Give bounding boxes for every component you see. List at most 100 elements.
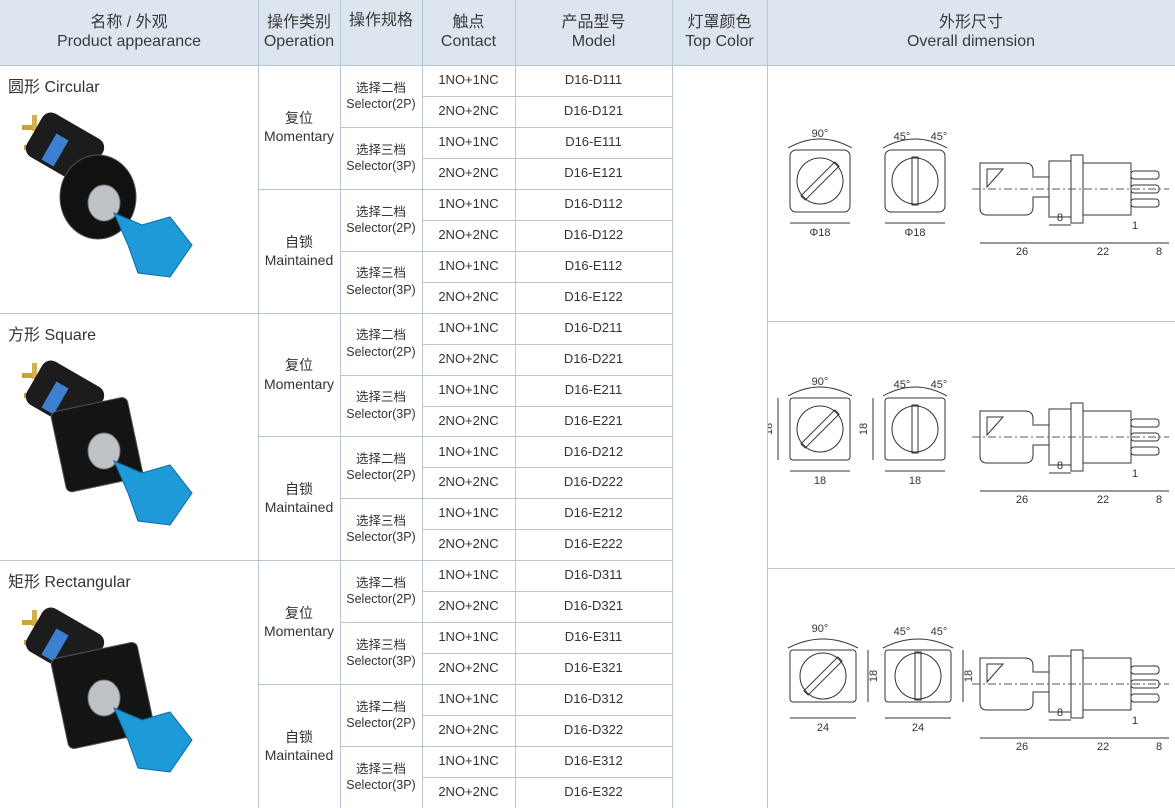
rule: [340, 498, 672, 499]
dim-label: Φ18: [809, 227, 830, 239]
pin: [32, 610, 37, 627]
header-en: Overall dimension: [906, 32, 1036, 50]
spec-en: Selector(2P): [346, 220, 416, 235]
angle-arc: [882, 638, 954, 649]
rule: [340, 127, 672, 128]
model-cell: D16-E121: [564, 164, 623, 180]
pin: [32, 362, 37, 379]
model-cell: D16-D311: [564, 567, 623, 583]
dim-label: 18: [909, 475, 921, 487]
contact-cell: 2NO+2NC: [438, 784, 499, 800]
dim-label: Φ18: [904, 227, 925, 239]
dim-label: 8: [1057, 460, 1063, 472]
key: [113, 212, 193, 278]
spec-en: Selector(2P): [346, 592, 416, 607]
spec-cell: 选择三档 Selector(3P): [340, 127, 422, 189]
spec-cell: 选择二档 Selector(2P): [340, 560, 422, 622]
model-cell: D16-D222: [563, 474, 624, 490]
selector-bar: [800, 161, 840, 201]
contact-cell: 2NO+2NC: [438, 660, 499, 676]
operation-cell: 复位 Momentary: [258, 313, 340, 437]
operation-cell: 自锁 Maintained: [258, 684, 340, 808]
angle-label: 45°: [931, 626, 948, 638]
front-circle: [891, 157, 939, 205]
contact-cell: 2NO+2NC: [438, 164, 499, 180]
spec-zh: 选择三档: [355, 514, 406, 529]
group-name: 矩形 Rectangular: [8, 574, 131, 592]
model-cell: D16-E322: [564, 784, 623, 800]
contact-cell: 2NO+2NC: [438, 536, 499, 552]
terminal: [1130, 418, 1160, 428]
rule: [768, 321, 1175, 322]
angle-arc: [787, 386, 853, 397]
rule: [340, 251, 672, 252]
contact-cell: 1NO+1NC: [438, 505, 499, 521]
contact-cell: 1NO+1NC: [438, 133, 499, 149]
dim-label: 8: [1156, 741, 1162, 753]
header-cell: 灯罩颜色 Top Color: [672, 0, 767, 65]
pin: [22, 372, 36, 378]
selector-bar: [914, 651, 922, 701]
contact-cell: 1NO+1NC: [438, 691, 499, 707]
spec-zh: 选择三档: [355, 761, 406, 776]
spec-zh: 选择二档: [355, 328, 406, 343]
rule: [515, 0, 516, 808]
contact-cell: 1NO+1NC: [438, 195, 499, 211]
angle-label: 45°: [931, 379, 948, 391]
terminal: [1130, 693, 1160, 703]
front-circle: [799, 652, 847, 700]
dim-label: 22: [1097, 494, 1109, 506]
key-outline: [979, 410, 1050, 464]
dimension-drawing: Φ18 Φ18 90° 45° 45° 8 1 26 22 8: [787, 128, 1169, 258]
header-zh: 触点: [452, 14, 485, 32]
key-outline: [979, 162, 1050, 216]
rule: [0, 65, 1175, 66]
spec-cell: 选择二档 Selector(2P): [340, 313, 422, 375]
dim-label: 18: [767, 423, 775, 435]
header-en: Top Color: [685, 32, 754, 50]
spec-en: Selector(3P): [346, 654, 416, 669]
rule: [422, 158, 672, 159]
operation-cell: 复位 Momentary: [258, 560, 340, 684]
contact-cell: 2NO+2NC: [438, 226, 499, 242]
front-circle: [891, 405, 939, 453]
dim-label: 18: [963, 670, 975, 682]
pin: [22, 125, 36, 130]
spec-cell: 选择三档 Selector(3P): [340, 375, 422, 437]
spec-cell: 选择二档 Selector(2P): [340, 684, 422, 746]
switch-clip: [41, 381, 69, 415]
key-hole: [986, 416, 1005, 436]
header-cell: 操作规格: [340, 0, 422, 65]
angle-label: 90°: [812, 623, 829, 635]
model-cell: D16-D122: [563, 226, 624, 242]
product-image: [22, 607, 193, 773]
spec-en: Selector(2P): [346, 468, 416, 483]
spec-cell: 选择三档 Selector(3P): [340, 746, 422, 808]
dim-label: 8: [1156, 246, 1162, 258]
rule: [340, 0, 341, 808]
switch-clip: [41, 628, 69, 662]
contact-cell: 2NO+2NC: [438, 598, 499, 614]
dim-label: 8: [1156, 494, 1162, 506]
terminal: [1130, 170, 1160, 180]
rule: [422, 715, 672, 716]
dimension-drawing: 24 18 24 18 90° 45° 45° 8 1 26 22 8: [787, 623, 1169, 753]
dim-label: 24: [817, 722, 829, 734]
dim-label: 26: [1016, 741, 1028, 753]
model-cell: D16-E212: [564, 505, 623, 521]
key-hole: [986, 168, 1005, 189]
spec-en: Selector(3P): [346, 406, 416, 421]
terminal: [1130, 446, 1160, 456]
spec-zh: 选择二档: [355, 452, 406, 467]
operation-en: Maintained: [264, 747, 334, 764]
rule: [258, 436, 672, 437]
front-view: [789, 149, 851, 213]
rule: [0, 313, 672, 314]
rule: [422, 653, 672, 654]
rule: [422, 0, 423, 808]
selector-bar: [800, 408, 840, 449]
header-zh: 操作规格: [348, 12, 413, 29]
model-cell: D16-E222: [564, 536, 623, 552]
header-cell: 产品型号 Model: [515, 0, 672, 65]
header-en: Operation: [263, 32, 335, 50]
